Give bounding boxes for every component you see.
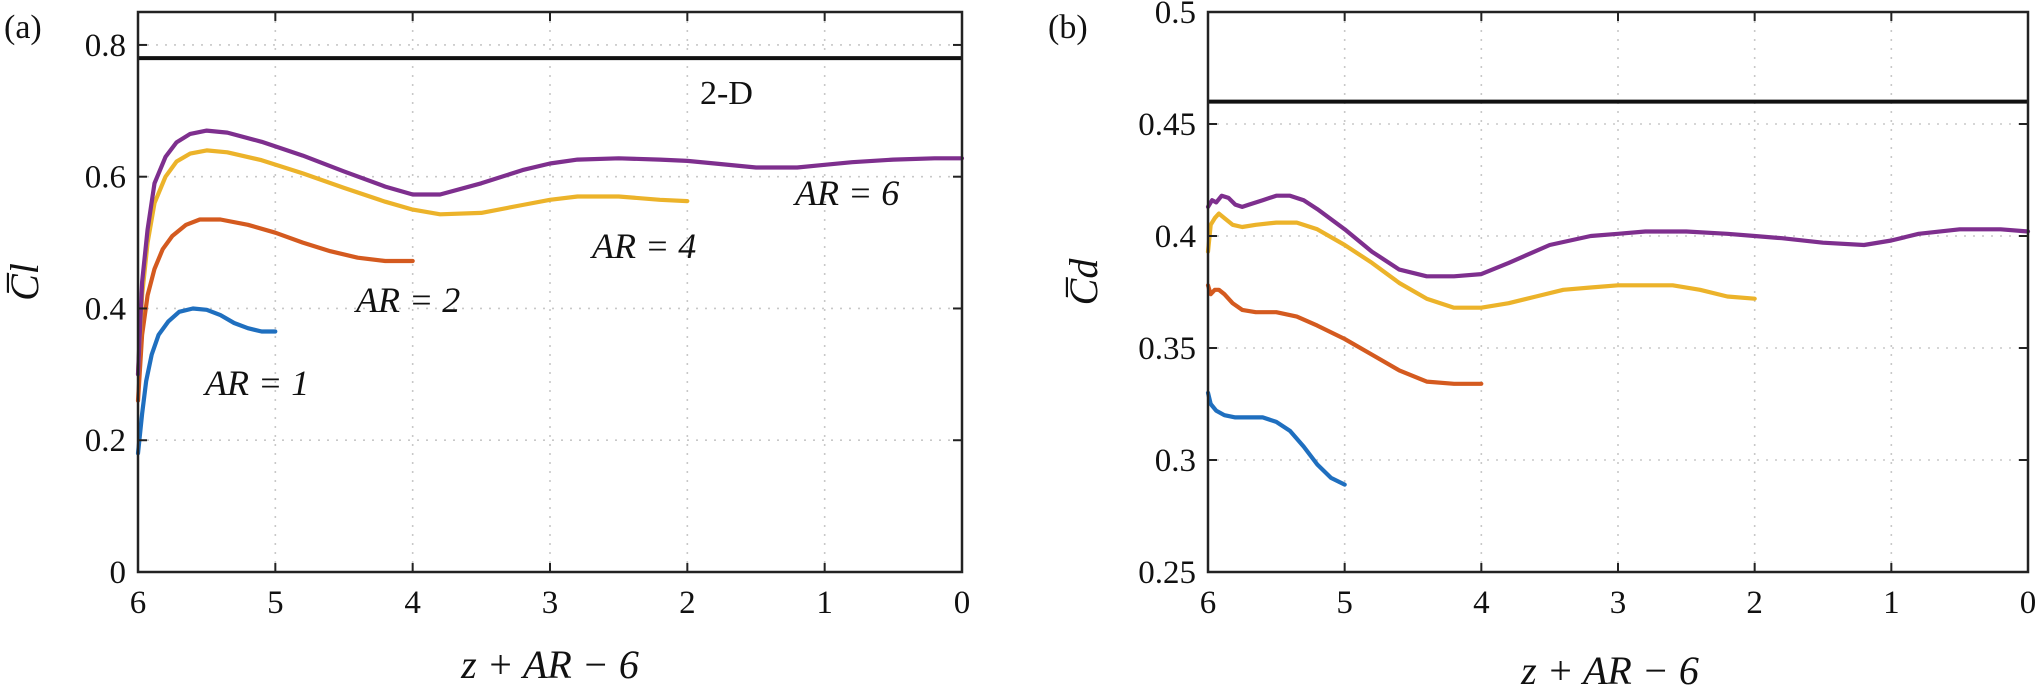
x-tick-label: 2 bbox=[679, 585, 696, 621]
series-annotation: AR = 6 bbox=[793, 173, 899, 213]
x-tick-label: 2 bbox=[1746, 585, 1763, 621]
x-tick-label: 6 bbox=[1200, 585, 1217, 621]
series-line-ar-1 bbox=[1205, 390, 1347, 487]
series-line-ar-4 bbox=[135, 148, 690, 377]
x-tick-label: 1 bbox=[816, 585, 833, 621]
x-tick-label: 5 bbox=[1336, 585, 1353, 621]
x-tick-label: 0 bbox=[954, 585, 971, 621]
x-tick-label: 4 bbox=[1473, 585, 1490, 621]
series-line-ar-6 bbox=[1205, 193, 2031, 279]
y-tick-label: 0 bbox=[110, 555, 127, 591]
x-tick-label: 0 bbox=[2020, 585, 2037, 621]
x-tick-label: 3 bbox=[1610, 585, 1627, 621]
series-line-ar-6 bbox=[135, 128, 965, 377]
reference-annotation: 2-D bbox=[700, 75, 753, 112]
y-tick-label: 0.35 bbox=[1138, 331, 1196, 367]
series-line-ar-2 bbox=[135, 217, 415, 403]
y-tick-label: 0.25 bbox=[1138, 555, 1196, 591]
y-tick-label: 0.45 bbox=[1138, 107, 1196, 143]
x-axis-label: z + AR − 6 bbox=[460, 642, 639, 687]
series-annotation: AR = 2 bbox=[354, 280, 460, 320]
y-tick-label: 0.6 bbox=[85, 160, 126, 196]
y-tick-label: 0.8 bbox=[85, 28, 126, 64]
y-tick-label: 0.5 bbox=[1155, 0, 1196, 31]
y-tick-label: 0.4 bbox=[1155, 219, 1196, 255]
series-line-ar-4 bbox=[1205, 211, 1757, 310]
y-tick-label: 0.3 bbox=[1155, 443, 1196, 479]
chart-panel-2: 6 5 4 3 2 1 0 0.25 0.3 0.35 0.4 0.45 0.5 (b) z + AR − … bbox=[1048, 0, 2036, 691]
y-tick-label: 0.4 bbox=[85, 291, 126, 327]
series-annotation: AR = 4 bbox=[590, 226, 696, 266]
x-tick-label: 1 bbox=[1883, 585, 1900, 621]
x-tick-label: 4 bbox=[404, 585, 421, 621]
y-axis-label: C̅l bbox=[2, 263, 47, 301]
x-tick-label: 3 bbox=[542, 585, 559, 621]
y-tick-label: 0.2 bbox=[85, 423, 126, 459]
panel-label: (a) bbox=[4, 9, 42, 46]
series-annotation: AR = 1 bbox=[203, 363, 309, 403]
x-tick-label: 5 bbox=[267, 585, 284, 621]
x-tick-label: 6 bbox=[130, 585, 147, 621]
series-line-ar-2 bbox=[1205, 283, 1484, 386]
chart-panel-1: 6 5 4 3 2 1 0 0 0.2 0.4 0.6 0.8 (a) z + AR − 6 C̅l AR =… bbox=[2, 9, 970, 687]
panel-label: (b) bbox=[1048, 9, 1088, 46]
x-axis-label: z + AR − 6 bbox=[1520, 648, 1699, 691]
series-line-ar-1 bbox=[135, 306, 278, 456]
y-axis-label: C̅d bbox=[1061, 258, 1106, 306]
